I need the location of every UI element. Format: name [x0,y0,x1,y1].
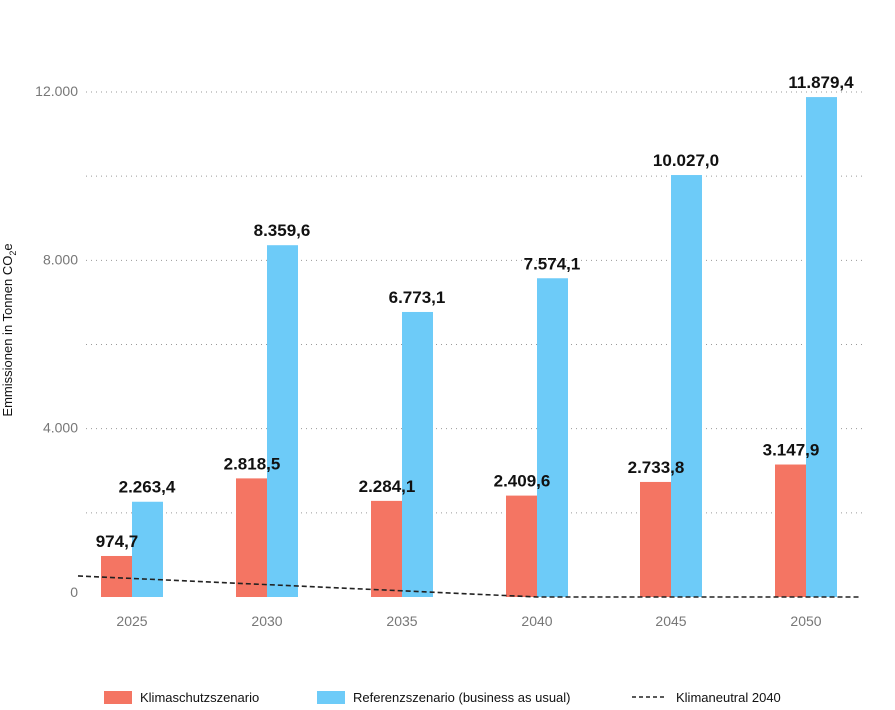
bar-klimaschutz-2040 [506,495,537,597]
klimaneutral-line [77,575,861,598]
gridlines [86,91,862,514]
y-tick-label-8000: 8.000 [43,251,78,267]
y-axis-label-tail: e [0,243,15,250]
bars [101,97,837,598]
y-axis-ticks: 0 4.000 8.000 12.000 [35,83,78,600]
target-line [77,575,861,598]
data-label-referenz-2025: 2.263,4 [119,478,176,497]
data-label-referenz-2030: 8.359,6 [254,221,311,240]
legend-swatch-referenz [317,691,345,704]
data-label-klimaschutz-2035: 2.284,1 [359,477,416,496]
bar-klimaschutz-2050 [775,464,806,597]
bar-klimaschutz-2045 [640,481,671,597]
y-axis-label: Emmissionen in Tonnen CO2e [0,243,18,416]
x-tick-label-2050: 2050 [790,613,821,629]
data-label-referenz-2050: 11.879,4 [788,73,854,92]
data-label-klimaschutz-2045: 2.733,8 [628,458,685,477]
data-labels: 974,7 2.818,5 2.284,1 2.409,6 2.733,8 3.147,9… [96,73,854,551]
x-tick-label-2040: 2040 [521,613,552,629]
data-label-klimaschutz-2030: 2.818,5 [224,454,281,473]
x-tick-label-2030: 2030 [251,613,282,629]
legend-label-klimaschutz: Klimaschutzszenario [140,690,259,705]
data-label-referenz-2040: 7.574,1 [524,254,581,273]
bar-klimaschutz-2035 [371,500,402,597]
y-axis-label-sub: 2 [8,251,18,256]
y-axis-label-main: Emmissionen in Tonnen CO [0,256,15,417]
x-tick-label-2035: 2035 [386,613,417,629]
bar-referenz-2025 [132,501,163,597]
bar-klimaschutz-2030 [236,478,267,597]
y-tick-label-0: 0 [70,584,78,600]
bar-referenz-2040 [537,278,568,597]
bar-referenz-2035 [402,311,433,597]
x-axis-ticks: 2025 2030 2035 2040 2045 2050 [116,613,821,629]
data-label-referenz-2045: 10.027,0 [653,151,719,170]
data-label-referenz-2035: 6.773,1 [389,288,446,307]
legend-label-referenz: Referenzszenario (business as usual) [353,690,571,705]
x-tick-label-2025: 2025 [116,613,147,629]
data-label-klimaschutz-2050: 3.147,9 [763,441,820,460]
x-tick-label-2045: 2045 [655,613,686,629]
y-tick-label-4000: 4.000 [43,420,78,436]
legend: Klimaschutzszenario Referenzszenario (bu… [104,690,781,705]
bar-referenz-2030 [267,245,298,597]
legend-label-klimaneutral: Klimaneutral 2040 [676,690,781,705]
data-label-klimaschutz-2025: 974,7 [96,532,139,551]
bar-referenz-2050 [806,97,837,597]
legend-swatch-klimaschutz [104,691,132,704]
data-label-klimaschutz-2040: 2.409,6 [494,472,551,491]
y-tick-label-12000: 12.000 [35,83,78,99]
bar-referenz-2045 [671,175,702,598]
